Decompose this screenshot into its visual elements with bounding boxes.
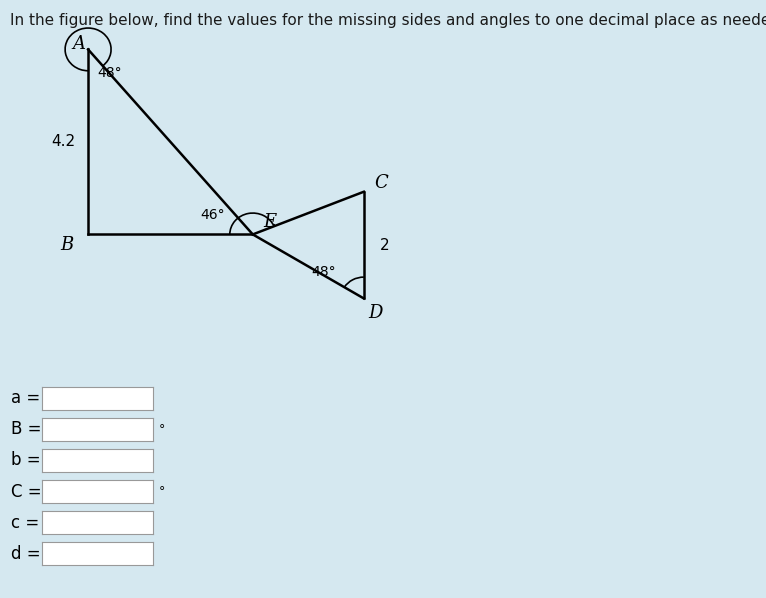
- Text: C: C: [375, 174, 388, 192]
- Text: In the figure below, find the values for the missing sides and angles to one dec: In the figure below, find the values for…: [10, 13, 766, 28]
- Text: 2: 2: [380, 237, 390, 252]
- Text: 4.2: 4.2: [51, 135, 75, 150]
- Text: a =: a =: [11, 389, 41, 407]
- Text: E: E: [264, 213, 277, 231]
- Text: B =: B =: [11, 420, 42, 438]
- Text: °: °: [159, 485, 165, 498]
- Text: b =: b =: [11, 451, 41, 469]
- Text: c =: c =: [11, 514, 40, 532]
- Text: 48°: 48°: [97, 66, 122, 80]
- Text: A: A: [72, 35, 85, 53]
- Text: d =: d =: [11, 545, 41, 563]
- Text: °: °: [159, 423, 165, 436]
- Text: B: B: [61, 236, 74, 254]
- Text: D: D: [368, 304, 382, 322]
- Text: 46°: 46°: [200, 208, 225, 222]
- Text: C =: C =: [11, 483, 42, 501]
- Text: 48°: 48°: [311, 265, 336, 279]
